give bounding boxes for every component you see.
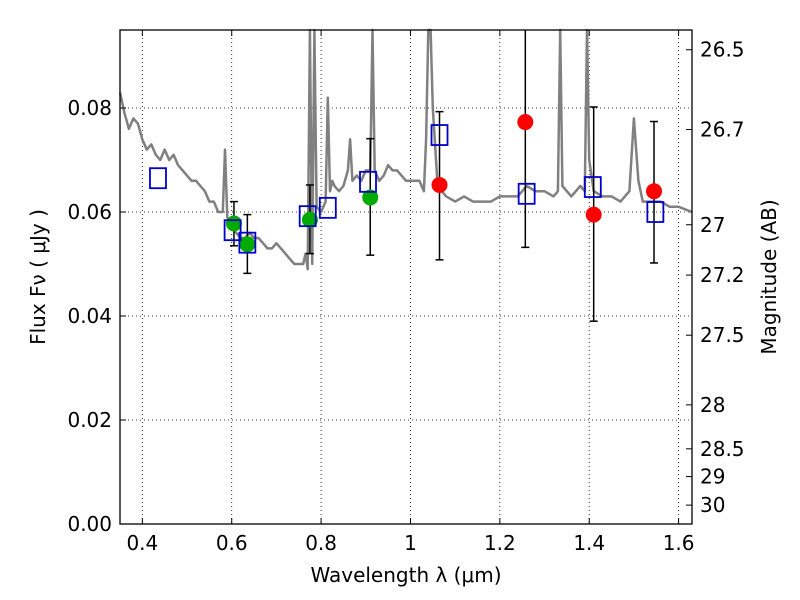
right-tick-label: 27.5 (700, 323, 745, 347)
grid-lines (120, 30, 692, 525)
y-tick-label: 0.04 (67, 304, 112, 328)
x-tick-label: 0.8 (305, 531, 337, 555)
blue-square-marker (517, 182, 536, 205)
x-tick-label: 1 (404, 531, 417, 555)
right-tick-label: 27.2 (700, 263, 745, 287)
blue-square-marker (223, 219, 242, 242)
green-point (225, 215, 242, 232)
error-bars (229, 30, 659, 322)
right-tick-label: 26.5 (700, 38, 745, 62)
right-tick-label: 28 (700, 393, 725, 417)
blue-square-marker (359, 170, 377, 193)
right-tick-label: 28.5 (700, 437, 745, 461)
blue-square-marker (149, 167, 167, 190)
model-spectrum (118, 28, 693, 271)
right-tick-label: 27 (700, 213, 725, 237)
tick-labels: 0.4 0.6 0.8 1 1.2 1.4 1.6 0.00 0.02 0.04 0.06 0.08 2… (67, 38, 744, 555)
y-axis-label: Flux Fν ( μJy ) (26, 209, 50, 345)
y-tick-label: 0.02 (67, 408, 112, 432)
right-tick-label: 30 (700, 493, 725, 517)
x-tick-label: 0.4 (126, 531, 158, 555)
red-point (517, 114, 534, 131)
right-tick-label: 26.7 (700, 118, 745, 142)
axis-ticks (120, 30, 692, 525)
red-point (585, 206, 602, 223)
y-tick-label: 0.08 (67, 96, 112, 120)
x-tick-label: 1.4 (573, 531, 605, 555)
x-tick-label: 1.2 (484, 531, 516, 555)
plot-frame (119, 29, 693, 525)
red-point (431, 176, 448, 193)
right-tick-label: 29 (700, 465, 725, 489)
x-tick-label: 1.6 (663, 531, 695, 555)
red-point (646, 183, 663, 200)
blue-square-marker (298, 205, 317, 228)
right-axis-label: Magnitude (AB) (757, 199, 781, 354)
x-axis-label: Wavelength λ (μm) (310, 563, 501, 587)
y-tick-label: 0.06 (67, 200, 112, 224)
green-point (362, 189, 379, 206)
green-point (239, 236, 256, 253)
y-tick-label: 0.00 (67, 512, 112, 536)
blue-square-marker (646, 201, 665, 223)
blue-square-marker (583, 176, 602, 198)
data-markers (149, 114, 665, 254)
blue-square-marker (430, 124, 449, 146)
model-spectrum-line (118, 28, 693, 271)
green-point (301, 211, 318, 228)
x-tick-label: 0.6 (216, 531, 248, 555)
blue-square-marker (318, 196, 337, 219)
blue-square-marker (238, 231, 257, 254)
